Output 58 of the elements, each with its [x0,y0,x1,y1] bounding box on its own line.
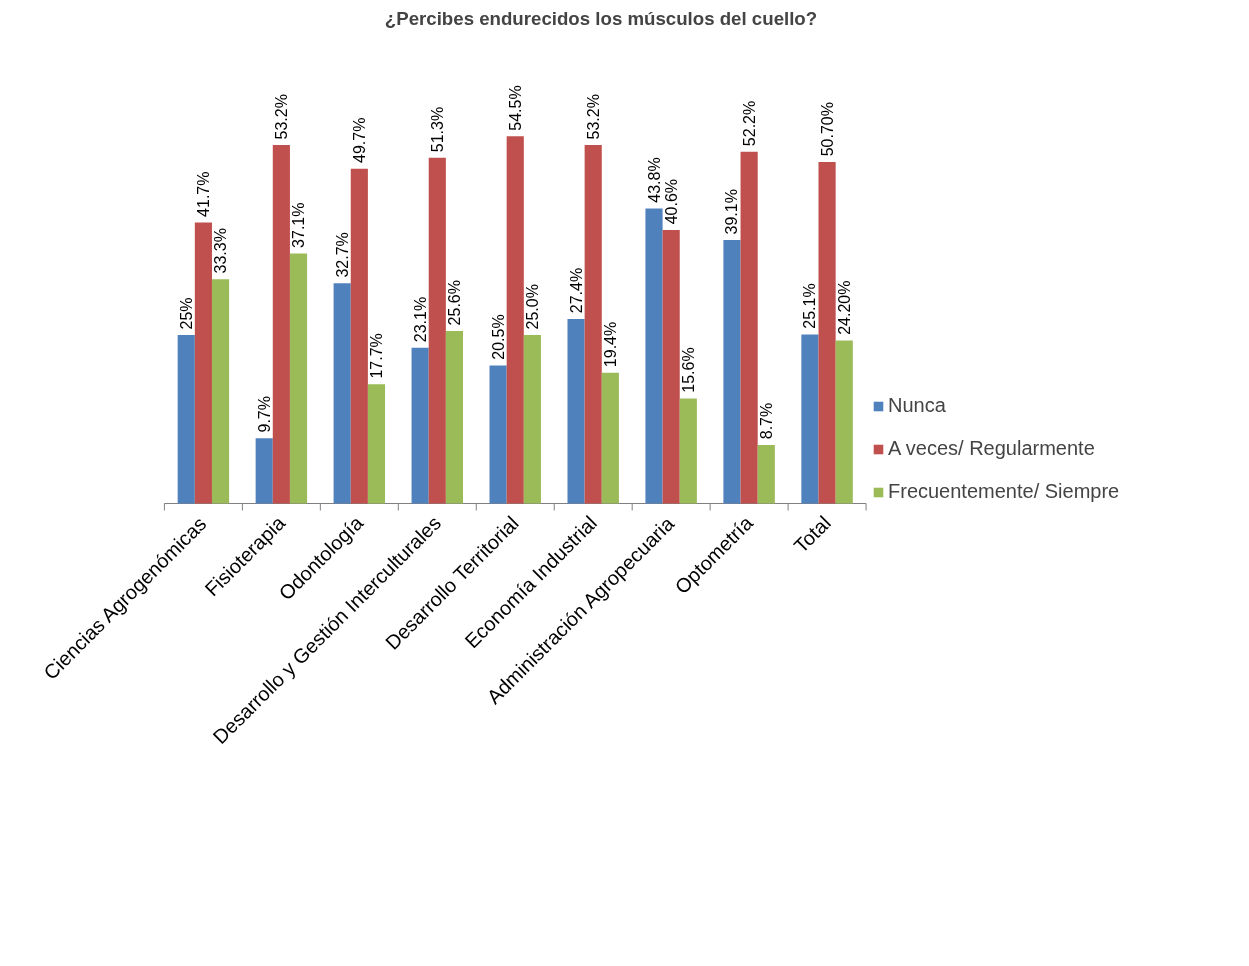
data-label: 40.6% [662,178,680,225]
bar [333,283,351,504]
bar [489,365,507,504]
bar [289,253,308,504]
bar [679,398,697,504]
data-label: 24.20% [835,280,853,335]
bar [662,229,680,504]
bar [445,331,464,504]
data-label: 43.8% [645,157,663,203]
bar [801,334,819,504]
data-label: 50.70% [818,102,836,157]
data-label: 32.7% [333,232,351,278]
bar [567,318,585,504]
bar [645,208,663,504]
bar [272,145,290,504]
bar [506,136,524,504]
bar [411,347,429,504]
bar [818,161,836,504]
data-label: 52.2% [740,100,758,147]
bar [723,240,741,504]
data-label: 8.7% [757,402,775,440]
data-label: 23.1% [411,296,429,343]
bar [350,168,368,504]
legend-label: A veces/ Regularmente [888,437,1095,460]
legend-label: Nunca [888,394,946,417]
legend-label: Frecuentemente/ Siempre [888,480,1120,503]
data-label: 9.7% [255,396,273,433]
bar [177,335,195,504]
data-label: 25.6% [445,280,463,326]
bar [757,444,775,504]
data-label: 27.4% [567,267,585,314]
chart-title: ¿Percibes endurecidos los músculos del cuello? [384,7,818,29]
bar [194,222,212,504]
bar [835,340,853,504]
data-label: 25% [177,297,195,330]
data-label: 39.1% [723,189,741,235]
data-label: 53.2% [584,94,602,140]
bar [584,145,602,504]
data-label: 53.2% [272,94,290,140]
bar [523,335,541,504]
data-label: 49.7% [350,117,368,164]
data-label: 41.7% [194,171,212,217]
bar [740,151,758,504]
bar [367,384,386,504]
bar [428,157,446,504]
bar [211,279,230,504]
bar [601,372,619,504]
bar [255,438,273,504]
data-label: 15.6% [679,347,697,393]
data-label: 20.5% [489,314,507,360]
data-label: 19.4% [601,321,619,368]
data-label: 51.3% [428,106,446,153]
data-label: 54.5% [506,85,524,131]
data-label: 25.0% [523,284,541,330]
data-label: 25.1% [801,283,819,329]
data-label: 33.3% [212,228,230,274]
data-label: 37.1% [290,202,308,248]
data-label: 17.7% [367,333,385,379]
